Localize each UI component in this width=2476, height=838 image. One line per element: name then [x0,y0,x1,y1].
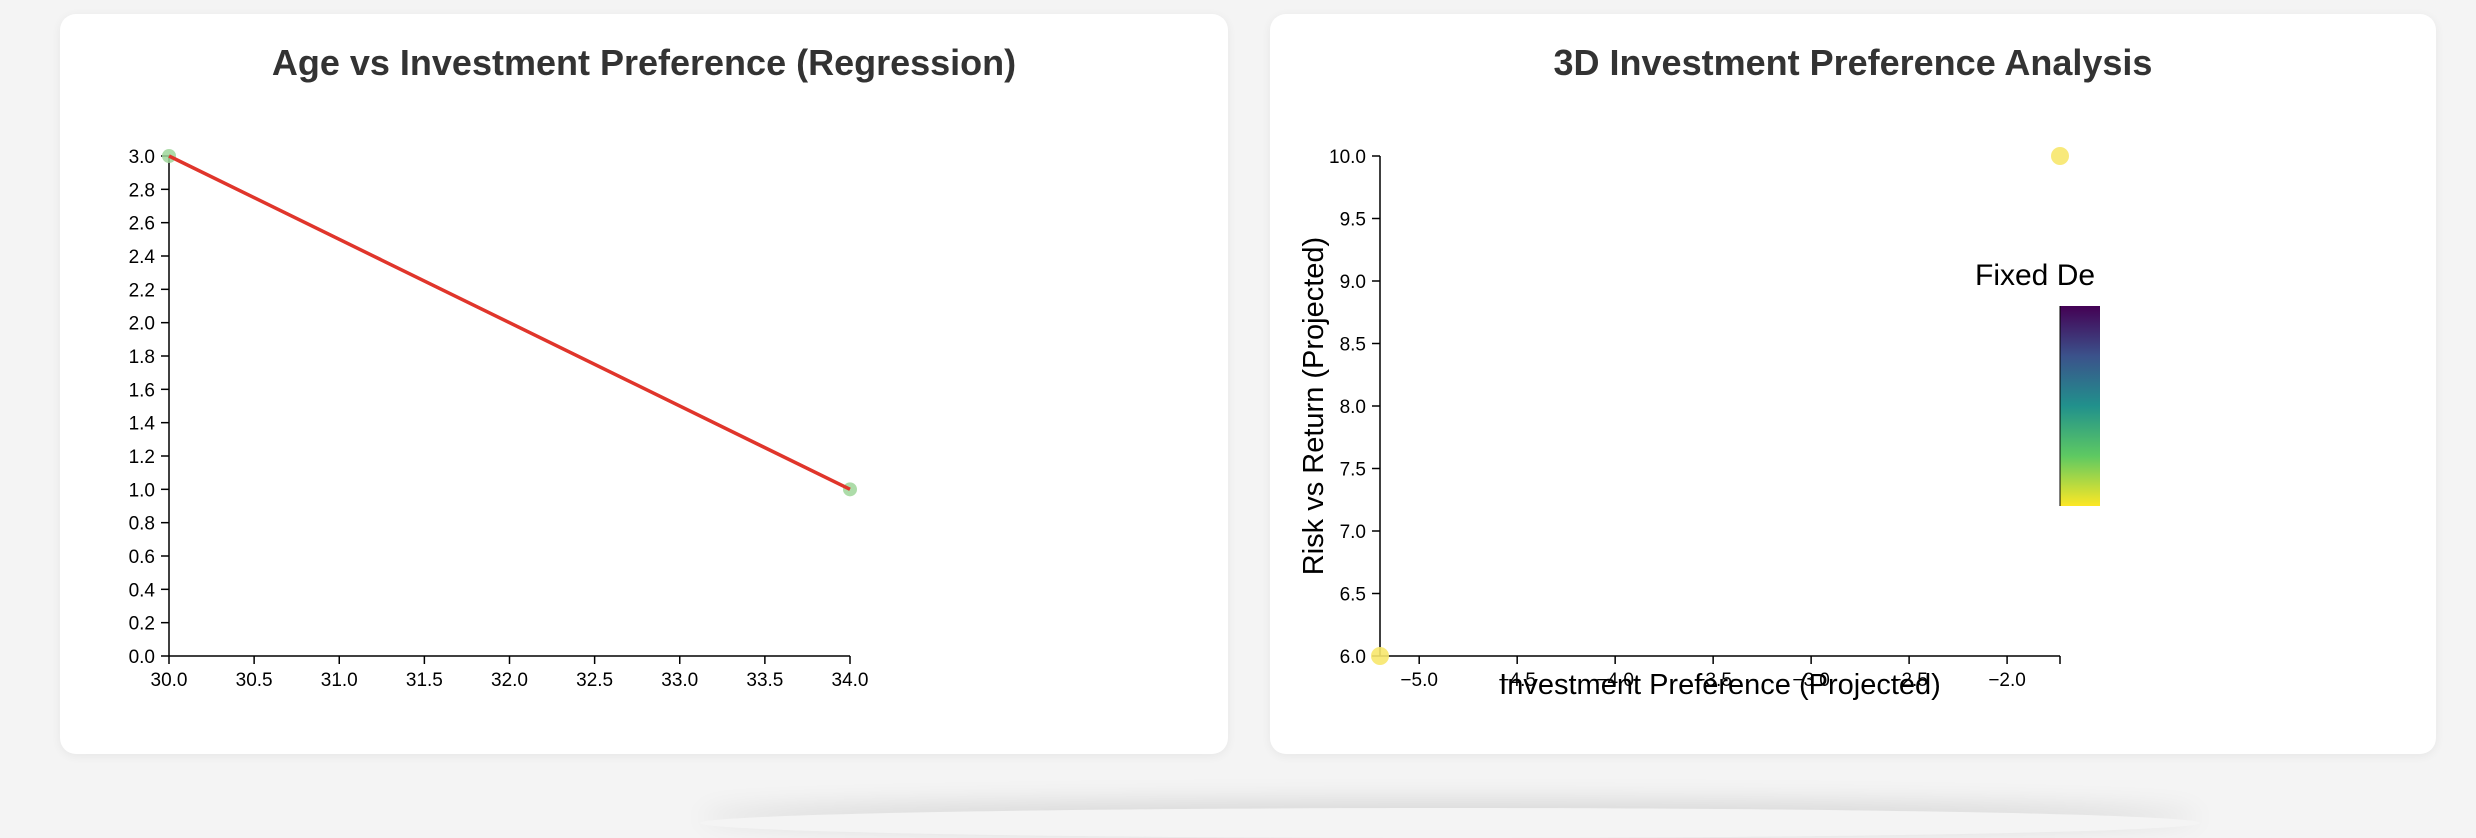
y-tick: 0.0 [129,647,169,668]
y-tick: 10.0 [1329,147,1380,168]
y-tick-label: 0.8 [129,514,155,535]
x-tick-label: −5.0 [1400,670,1438,691]
y-tick-label: 7.0 [1340,522,1366,543]
x-tick-label: 34.0 [832,670,869,691]
x-tick-label: 33.0 [661,670,698,691]
x-tick-label: 33.5 [746,670,783,691]
y-tick: 8.0 [1340,397,1380,418]
x-tick: −2.0 [1988,656,2026,691]
legend-colorbar [2060,306,2100,506]
y-tick-label: 6.5 [1340,585,1366,606]
y-tick-label: 1.4 [129,414,156,435]
x-tick: 30.0 [151,656,188,691]
x-tick-label: −4.5 [1498,670,1536,691]
x-axis-label: Investment Preference (Projected) [1499,669,1941,701]
y-tick: 1.8 [129,347,169,368]
y-tick-label: 2.8 [129,180,155,201]
y-tick: 6.5 [1340,585,1380,606]
regression-line [168,154,851,491]
x-tick: 33.0 [661,656,698,691]
x-tick-label: 30.5 [236,670,273,691]
x-tick: 31.0 [321,656,358,691]
y-tick-label: 6.0 [1340,647,1366,668]
y-tick-label: 1.2 [129,447,155,468]
x-tick: 31.5 [406,656,443,691]
x-tick: 32.0 [491,656,528,691]
y-tick-label: 8.0 [1340,397,1366,418]
y-tick: 2.8 [129,180,169,201]
y-tick-label: 1.0 [129,480,155,501]
y-tick: 1.0 [129,480,169,501]
x-tick-label: 31.5 [406,670,443,691]
3d-analysis-chart-card: 3D Investment Preference Analysis −5.0 −4… [1270,14,2436,754]
x-tick-label: 32.0 [491,670,528,691]
x-tick-label: −3.0 [1792,670,1830,691]
y-tick-label: 2.2 [129,280,155,301]
chart-title: Age vs Investment Preference (Regression… [271,42,1017,83]
x-tick: −3.5 [1694,656,1732,691]
x-tick: −4.5 [1498,656,1536,691]
y-tick: 0.8 [129,514,169,535]
x-tick: −5.0 [1400,656,1438,691]
y-tick: 9.5 [1340,210,1380,231]
x-tick: −3.0 [1792,656,1830,691]
y-tick: 7.5 [1340,460,1380,481]
y-tick: 8.5 [1340,335,1380,356]
y-axis-label: Risk vs Return (Projected) [1298,237,1330,575]
x-tick: 33.5 [746,656,783,691]
y-tick-label: 1.8 [129,347,155,368]
x-tick: −4.0 [1596,656,1634,691]
y-tick-label: 10.0 [1329,147,1366,168]
y-tick-label: 9.5 [1340,210,1366,231]
y-tick-label: 0.6 [129,547,155,568]
y-tick: 2.2 [129,280,169,301]
x-tick-label: −3.5 [1694,670,1732,691]
x-tick: 34.0 [832,656,869,691]
y-tick: 0.6 [129,547,169,568]
y-tick-label: 2.4 [129,247,156,268]
bottom-card-edge [700,808,2200,838]
data-point [2051,147,2069,165]
x-tick-label: −4.0 [1596,670,1634,691]
legend-title: Fixed De [1975,259,2095,292]
y-tick: 0.4 [129,580,169,601]
y-tick-label: 0.2 [129,614,155,635]
3d-analysis-chart: −5.0 −4.5 −4.0 −3.5 −3.0 −2.5 −2.0 6.0 6.5 7.0 7.5… [1298,147,2100,701]
y-tick-label: 1.6 [129,380,155,401]
regression-chart-card: Age vs Investment Preference (Regression… [60,14,1228,754]
y-tick-label: 8.5 [1340,335,1366,356]
y-tick-label: 9.0 [1340,272,1366,293]
y-tick: 2.4 [129,247,169,268]
y-tick: 1.2 [129,447,169,468]
x-tick-label: −2.0 [1988,670,2026,691]
y-tick-label: 0.4 [129,580,156,601]
x-tick-label: −2.5 [1890,670,1928,691]
y-tick: 2.0 [129,314,169,335]
y-tick: 0.2 [129,614,169,635]
y-tick: 7.0 [1340,522,1380,543]
y-tick-label: 2.6 [129,214,155,235]
x-tick-label: 31.0 [321,670,358,691]
y-tick-label: 3.0 [129,147,155,168]
y-tick-label: 0.0 [129,647,155,668]
y-tick-label: 7.5 [1340,460,1366,481]
y-tick: 1.6 [129,380,169,401]
x-tick: 32.5 [576,656,613,691]
data-point [1371,647,1389,665]
y-tick: 1.4 [129,414,169,435]
x-tick-label: 30.0 [151,670,188,691]
chart-title: 3D Investment Preference Analysis [1553,42,2153,83]
x-tick: −2.5 [1890,656,1928,691]
x-tick: 30.5 [236,656,273,691]
regression-chart: 30.0 30.5 31.0 31.5 32.0 32.5 33.0 33.5 34.0 0.0 0… [129,147,869,691]
y-tick: 9.0 [1340,272,1380,293]
y-tick-label: 2.0 [129,314,155,335]
color-legend: Fixed De [1975,259,2100,506]
x-tick-label: 32.5 [576,670,613,691]
y-tick: 2.6 [129,214,169,235]
